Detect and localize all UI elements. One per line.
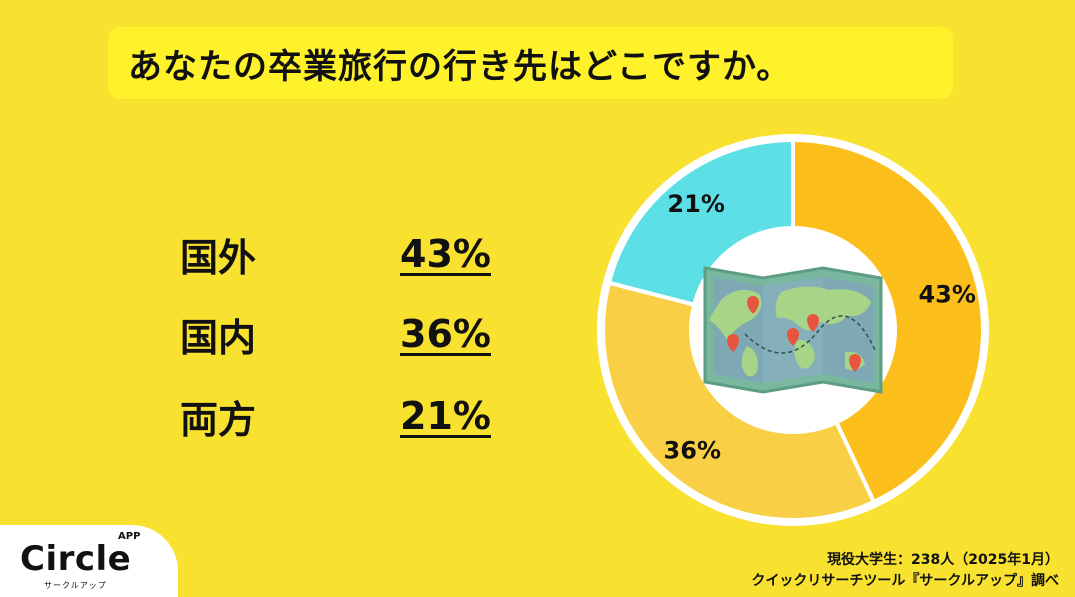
source-line-1: 現役大学生：238人（2025年1月） — [827, 552, 1059, 568]
legend-row-domestic: 国内 36% — [180, 304, 491, 364]
title-banner: あなたの卒業旅行の行き先はどこですか。 — [108, 27, 953, 99]
legend-label: 国内 — [180, 315, 257, 360]
legend-value: 36% — [400, 312, 491, 356]
logo-superscript: APP — [118, 531, 141, 542]
legend-value: 43% — [400, 232, 491, 276]
slice-data-label: 43% — [918, 281, 975, 309]
legend-label: 国外 — [180, 235, 257, 280]
chart-title: あなたの卒業旅行の行き先はどこですか。 — [128, 46, 792, 87]
slice-data-label: 36% — [664, 437, 721, 465]
legend-value: 21% — [400, 394, 491, 438]
world-map-icon — [703, 266, 883, 394]
source-note: 現役大学生：238人（2025年1月） クイックリサーチツール『サークルアップ』… — [751, 550, 1059, 592]
legend-row-overseas: 国外 43% — [180, 224, 491, 284]
slice-data-label: 21% — [667, 190, 724, 218]
source-line-2: クイックリサーチツール『サークルアップ』調べ — [751, 573, 1059, 589]
donut-chart: 43% 36% 21% — [597, 134, 989, 526]
legend-label: 両方 — [180, 397, 257, 442]
legend-row-both: 両方 21% — [180, 386, 491, 446]
brand-logo: Circle APP サークルアップ — [0, 525, 178, 597]
logo-wordmark: Circle — [20, 539, 132, 579]
logo-subtitle: サークルアップ — [44, 581, 107, 590]
